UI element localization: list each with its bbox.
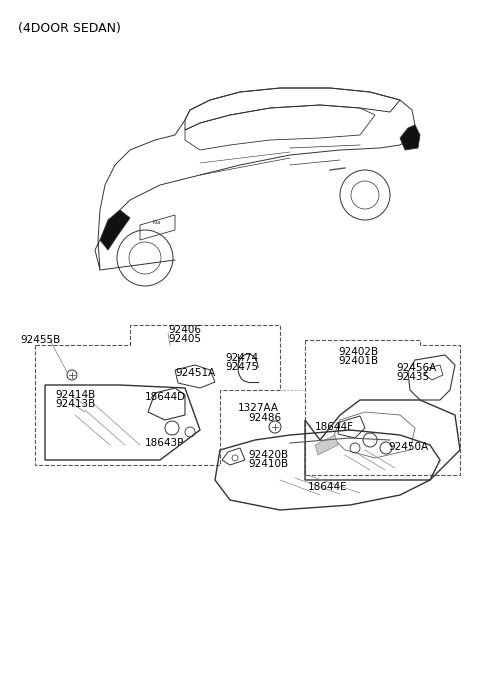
Text: 18644E: 18644E (308, 482, 348, 492)
Text: 92455B: 92455B (20, 335, 60, 345)
Text: 92410B: 92410B (248, 459, 288, 469)
Text: 18643P: 18643P (145, 438, 184, 448)
Text: 18644D: 18644D (145, 392, 186, 402)
Polygon shape (100, 210, 130, 250)
Text: 92451A: 92451A (175, 368, 215, 378)
Text: 92414B: 92414B (55, 390, 95, 400)
Text: 92435: 92435 (396, 372, 429, 382)
Polygon shape (315, 435, 338, 455)
Text: 92474: 92474 (225, 353, 258, 363)
Text: 92401B: 92401B (338, 356, 378, 366)
Text: 92402B: 92402B (338, 347, 378, 357)
Text: Kia: Kia (153, 220, 161, 224)
Polygon shape (400, 125, 420, 150)
Text: 92456A: 92456A (396, 363, 436, 373)
Text: 92486: 92486 (248, 413, 281, 423)
Text: 1327AA: 1327AA (238, 403, 279, 413)
Text: 92475: 92475 (225, 362, 258, 372)
Text: (4DOOR SEDAN): (4DOOR SEDAN) (18, 22, 121, 35)
Text: 92450A: 92450A (388, 442, 428, 452)
Text: 18644F: 18644F (315, 422, 354, 432)
Text: 92405: 92405 (168, 334, 201, 344)
Text: 92420B: 92420B (248, 450, 288, 460)
Text: 92413B: 92413B (55, 399, 95, 409)
Text: 92406: 92406 (168, 325, 201, 335)
